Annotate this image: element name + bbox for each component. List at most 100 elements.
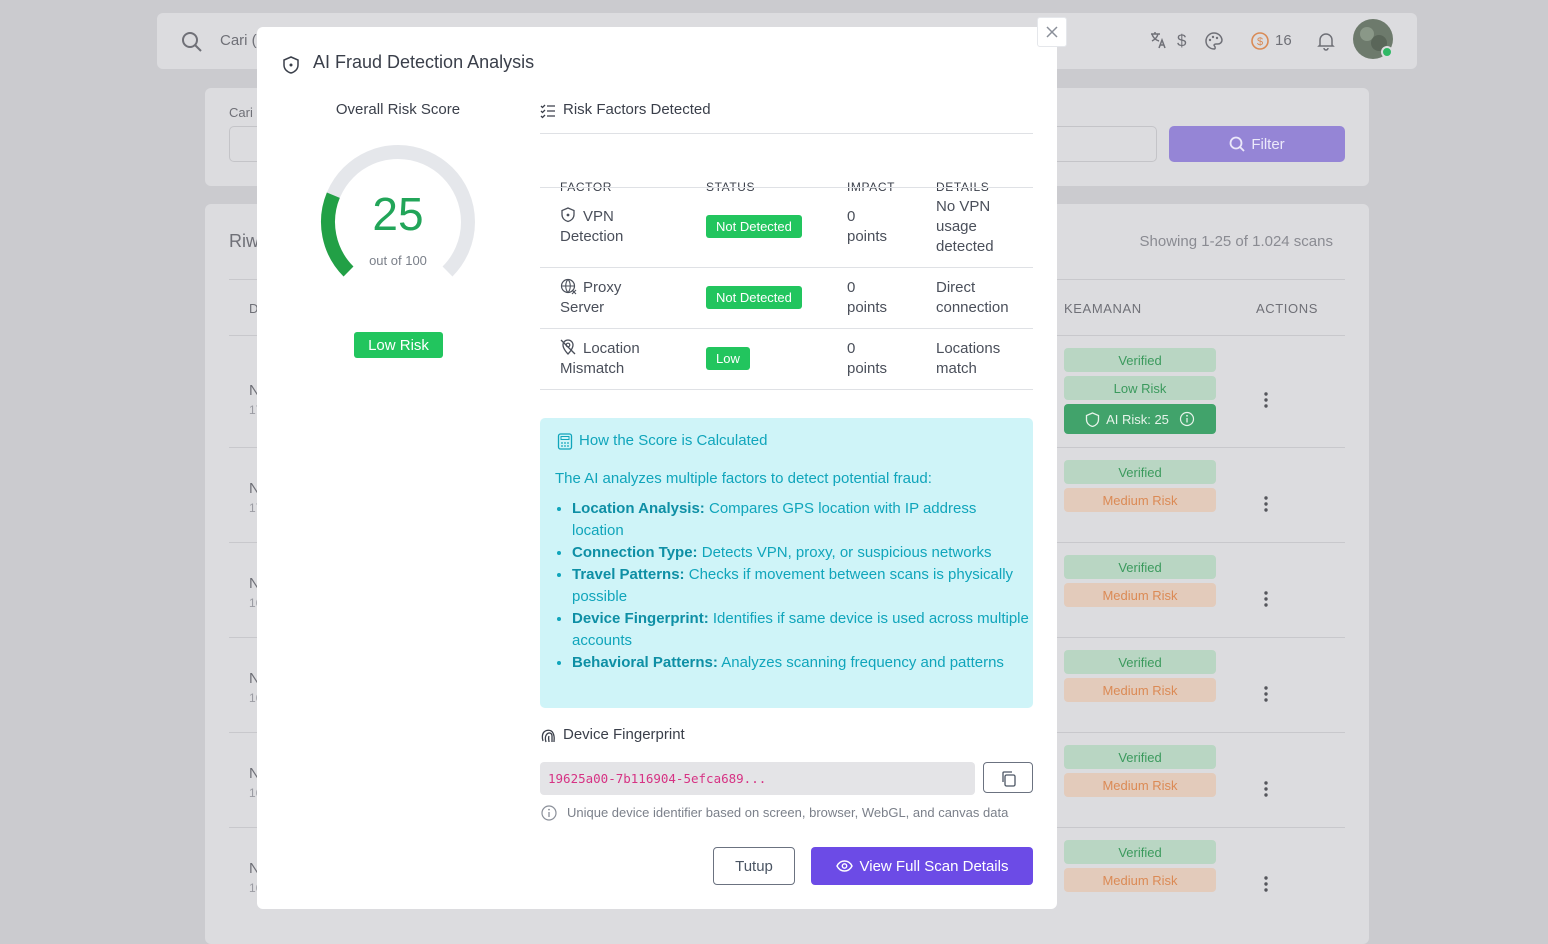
fingerprint-note: Unique device identifier based on screen… bbox=[567, 805, 1009, 820]
factor-item: Connection Type: Detects VPN, proxy, or … bbox=[572, 542, 1030, 564]
details-cell: Direct connection bbox=[936, 278, 1009, 316]
factor-description: Compares GPS location with IP address lo… bbox=[572, 500, 977, 539]
kebab-icon bbox=[1264, 781, 1268, 797]
table-line bbox=[540, 328, 1033, 329]
factor-name: Proxy Server bbox=[560, 278, 622, 316]
risk-level-badge: Low Risk bbox=[354, 332, 443, 358]
factor-cell: VPN Detection bbox=[560, 207, 660, 247]
filter-button[interactable]: Filter bbox=[1169, 126, 1345, 162]
factor-icon bbox=[560, 338, 576, 355]
info-icon bbox=[541, 805, 557, 821]
factor-name: Location Mismatch bbox=[560, 339, 640, 377]
fraud-modal: AI Fraud Detection Analysis Overall Risk… bbox=[257, 27, 1057, 909]
factor-icon bbox=[561, 207, 575, 223]
factor-description: Identifies if same device is used across… bbox=[572, 610, 1029, 649]
search-icon bbox=[1229, 136, 1245, 152]
status-badge: Medium Risk bbox=[1064, 488, 1216, 512]
calculator-icon bbox=[557, 433, 573, 450]
table-line bbox=[540, 187, 1033, 188]
row-actions[interactable] bbox=[1263, 591, 1269, 607]
factor-term: Behavioral Patterns: bbox=[572, 654, 718, 671]
checklist-icon bbox=[540, 104, 555, 119]
factor-icon bbox=[560, 278, 577, 294]
kebab-icon bbox=[1264, 496, 1268, 512]
row-actions[interactable] bbox=[1263, 496, 1269, 512]
list-title: Riw bbox=[229, 231, 259, 251]
close-icon bbox=[1046, 26, 1058, 38]
ai-risk-badge[interactable]: AI Risk: 25 bbox=[1064, 404, 1216, 434]
avatar[interactable] bbox=[1353, 19, 1395, 61]
impact-cell: 0 points bbox=[847, 208, 888, 245]
impact-cell: 0 points bbox=[847, 278, 888, 316]
details-cell: Locations match bbox=[936, 339, 1001, 377]
list-summary: Showing 1-25 of 1.024 scans bbox=[1139, 233, 1333, 250]
row-name: N bbox=[249, 575, 260, 592]
row-actions[interactable] bbox=[1263, 392, 1269, 408]
close-button[interactable]: Tutup bbox=[713, 847, 795, 885]
status-badge: Medium Risk bbox=[1064, 583, 1216, 607]
filter-button-label: Filter bbox=[1251, 135, 1285, 153]
row-actions[interactable] bbox=[1263, 686, 1269, 702]
translate-icon[interactable] bbox=[1149, 31, 1167, 49]
bell-icon[interactable] bbox=[1317, 31, 1335, 51]
kebab-icon bbox=[1264, 686, 1268, 702]
row-name: N bbox=[249, 860, 260, 877]
row-actions[interactable] bbox=[1263, 876, 1269, 892]
view-details-label: View Full Scan Details bbox=[859, 857, 1009, 875]
score-heading: Overall Risk Score bbox=[335, 101, 461, 118]
score-caption: out of 100 bbox=[369, 253, 427, 268]
risk-gauge bbox=[321, 145, 475, 277]
info-icon bbox=[1179, 411, 1195, 427]
factor-description: Analyzes scanning frequency and patterns bbox=[721, 654, 1004, 671]
factor-item: Device Fingerprint: Identifies if same d… bbox=[572, 608, 1030, 652]
status-badge: Verified bbox=[1064, 840, 1216, 864]
status-badge: Medium Risk bbox=[1064, 868, 1216, 892]
factor-item: Location Analysis: Compares GPS location… bbox=[572, 498, 1030, 542]
row-actions[interactable] bbox=[1263, 781, 1269, 797]
view-details-button[interactable]: View Full Scan Details bbox=[811, 847, 1033, 885]
status-badge: Verified bbox=[1064, 745, 1216, 769]
gauge-value bbox=[321, 192, 354, 277]
fingerprint-heading: Device Fingerprint bbox=[563, 726, 685, 743]
column-header: ACTIONS bbox=[1256, 301, 1318, 316]
ai-risk-label: AI Risk: 25 bbox=[1106, 411, 1169, 427]
factor-name: VPN Detection bbox=[560, 208, 624, 245]
calculation-box: How the Score is Calculated The AI analy… bbox=[540, 418, 1033, 708]
table-line bbox=[540, 389, 1033, 390]
factors-heading: Risk Factors Detected bbox=[563, 101, 711, 118]
status-badge: Verified bbox=[1064, 460, 1216, 484]
factor-item: Behavioral Patterns: Analyzes scanning f… bbox=[572, 652, 1030, 674]
kebab-icon bbox=[1264, 591, 1268, 607]
shield-icon bbox=[1085, 411, 1100, 427]
fingerprint-field[interactable]: 19625a00-7b116904-5efca689... bbox=[540, 762, 975, 795]
status-badge: Low bbox=[706, 346, 750, 370]
search-placeholder[interactable]: Cari ( bbox=[220, 32, 257, 49]
kebab-icon bbox=[1264, 876, 1268, 892]
modal-close-x[interactable] bbox=[1037, 17, 1067, 47]
kebab-icon bbox=[1264, 392, 1268, 408]
factor-term: Location Analysis: bbox=[572, 500, 705, 517]
status-badge: Not Detected bbox=[706, 285, 802, 309]
column-header: KEAMANAN bbox=[1064, 301, 1142, 316]
factor-item: Travel Patterns: Checks if movement betw… bbox=[572, 564, 1030, 608]
details-cell: No VPN usage detected bbox=[936, 198, 994, 255]
factor-cell: Proxy Server bbox=[560, 278, 660, 318]
row-name: N bbox=[249, 670, 260, 687]
palette-icon[interactable] bbox=[1205, 32, 1223, 50]
copy-button[interactable] bbox=[983, 762, 1033, 793]
column-header: D bbox=[249, 301, 259, 316]
factor-description: Detects VPN, proxy, or suspicious networ… bbox=[701, 544, 992, 561]
status-badge: Not Detected bbox=[706, 215, 802, 238]
coin-count: 16 bbox=[1275, 32, 1292, 49]
status-badge: Verified bbox=[1064, 555, 1216, 579]
factor-list: Location Analysis: Compares GPS location… bbox=[540, 498, 1030, 674]
factor-term: Connection Type: bbox=[572, 544, 698, 561]
currency-icon[interactable]: $ bbox=[1177, 31, 1187, 50]
copy-icon bbox=[1002, 771, 1016, 787]
impact-cell: 0 points bbox=[847, 339, 888, 377]
search-icon bbox=[182, 32, 202, 52]
row-name: N bbox=[249, 480, 260, 497]
factor-description: Checks if movement between scans is phys… bbox=[572, 566, 1014, 605]
shield-icon bbox=[283, 56, 299, 74]
